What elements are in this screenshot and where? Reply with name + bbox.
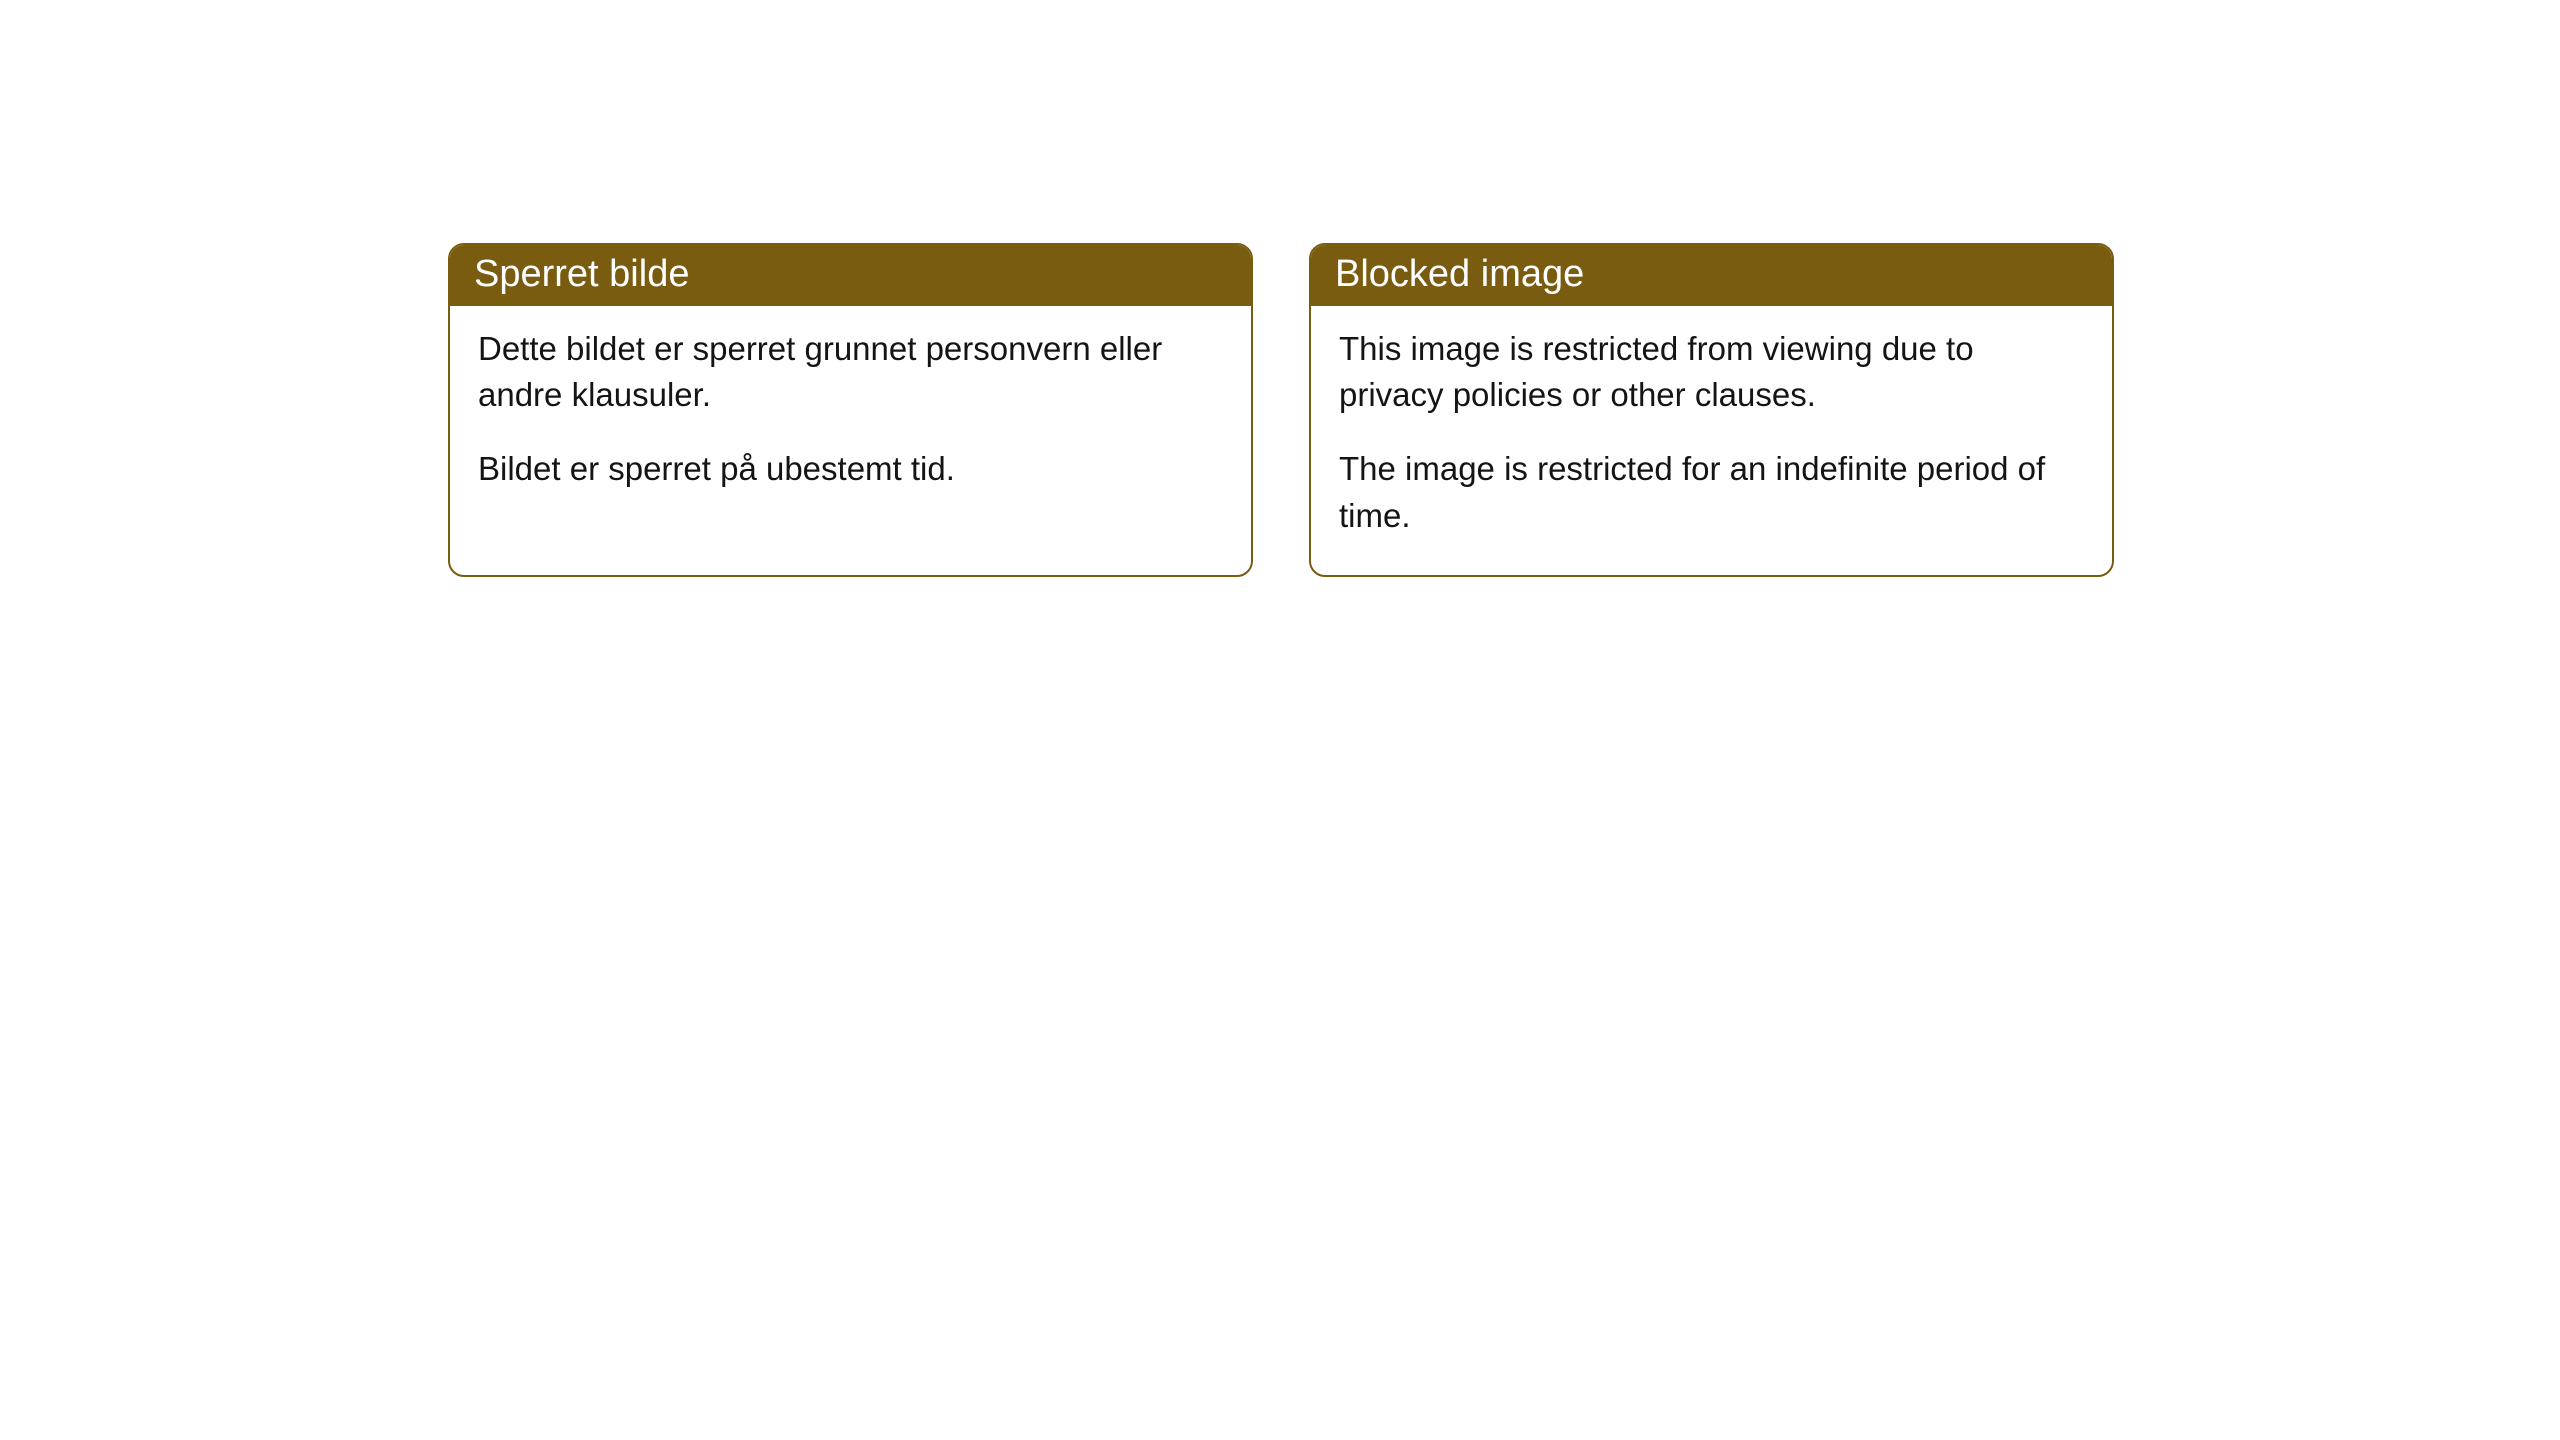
- card-paragraph: Dette bildet er sperret grunnet personve…: [478, 326, 1223, 418]
- card-paragraph: Bildet er sperret på ubestemt tid.: [478, 446, 1223, 492]
- card-english: Blocked image This image is restricted f…: [1309, 243, 2114, 577]
- card-header-english: Blocked image: [1311, 245, 2112, 306]
- card-body-english: This image is restricted from viewing du…: [1311, 306, 2112, 575]
- card-header-norwegian: Sperret bilde: [450, 245, 1251, 306]
- card-norwegian: Sperret bilde Dette bildet er sperret gr…: [448, 243, 1253, 577]
- card-paragraph: The image is restricted for an indefinit…: [1339, 446, 2084, 538]
- card-body-norwegian: Dette bildet er sperret grunnet personve…: [450, 306, 1251, 529]
- card-paragraph: This image is restricted from viewing du…: [1339, 326, 2084, 418]
- cards-container: Sperret bilde Dette bildet er sperret gr…: [448, 243, 2560, 577]
